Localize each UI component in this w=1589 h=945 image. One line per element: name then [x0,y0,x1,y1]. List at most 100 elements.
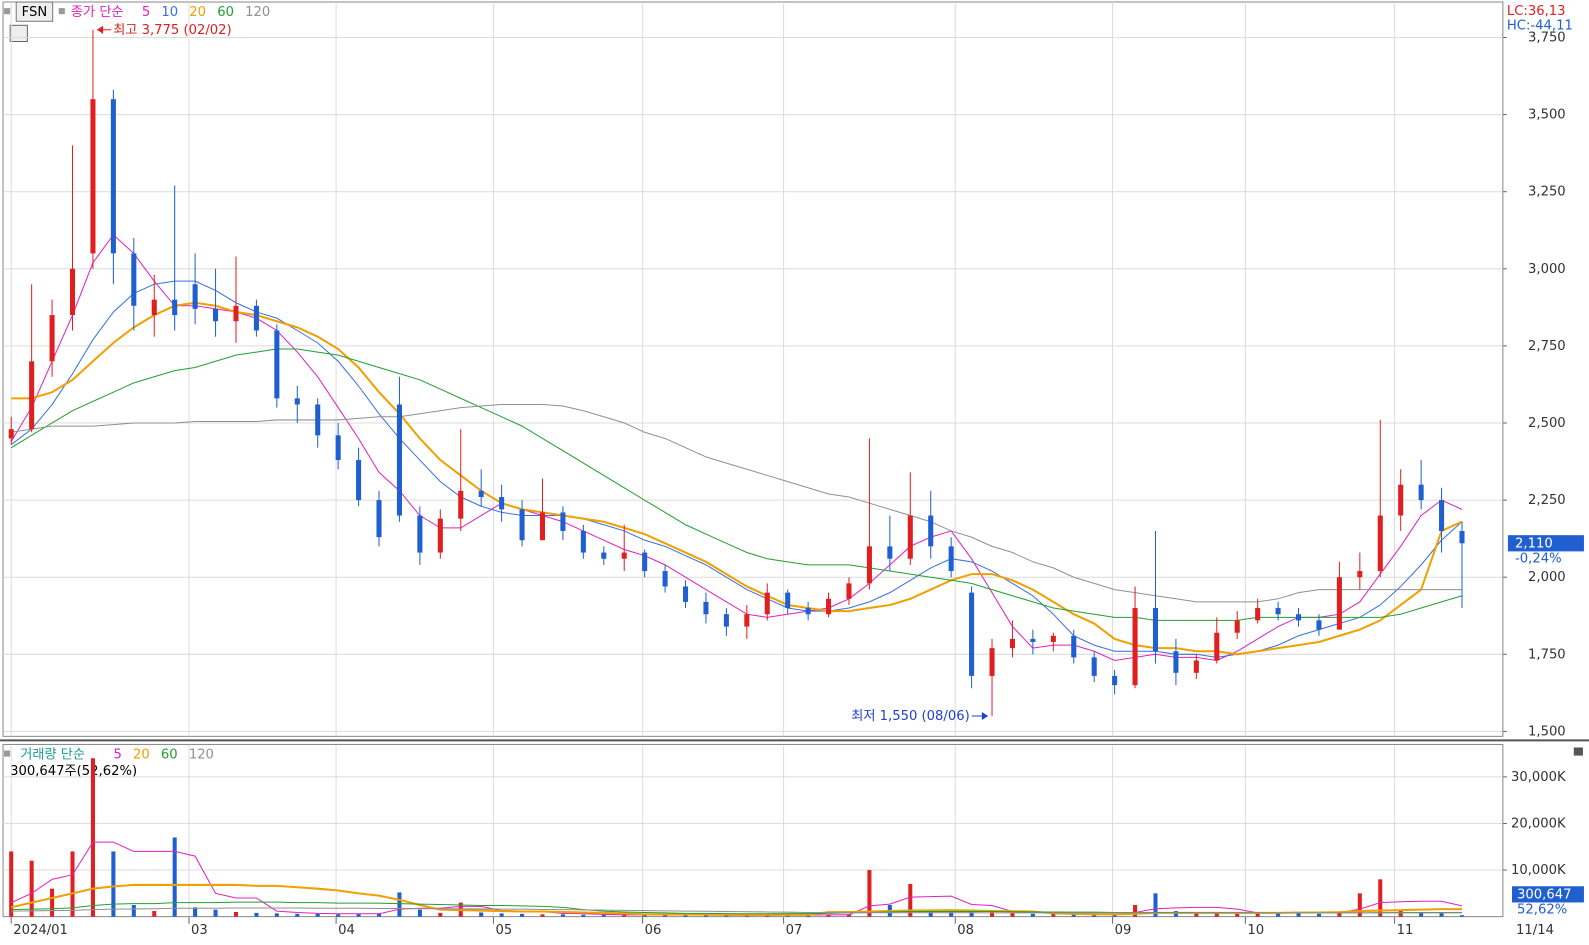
volume-bar [1439,912,1444,917]
candle-body [1398,484,1404,516]
legend-entry: 60 [217,5,234,20]
candle-body [969,592,975,676]
candle-body [1255,608,1261,621]
candle-body [376,500,382,538]
x-tick-label: 08 [957,923,974,938]
volume-bar [274,913,279,917]
candle-body [1132,608,1138,686]
legend-entry: 20 [189,5,206,20]
volume-bar [499,913,504,917]
candle-body [662,571,668,587]
candle-body [1071,635,1077,658]
y-tick-label: 3,500 [1528,108,1566,123]
volume-bar [152,911,157,917]
candle-body [560,512,566,531]
volume-bar [1337,911,1342,917]
candle-body [1316,620,1322,630]
legend-label: 거래량 단순 [20,747,85,763]
y-tick-label: 2,000 [1528,570,1566,585]
volume-bar [581,914,586,917]
legend-entry: 20 [133,748,150,763]
candle-body [1050,635,1056,642]
candle-body [233,305,239,322]
volume-panel [2,743,1504,918]
volume-bar [50,888,55,917]
annotation: 최저 1,550 (08/06) [851,708,969,724]
volume-bar [1010,912,1015,917]
x-tick-label: 04 [338,923,355,938]
x-tick-label: 11 [1397,923,1414,938]
volume-bar [111,851,116,917]
volume-bar [683,915,688,917]
legend-icon [4,750,11,757]
y-tick-label: 1,750 [1528,647,1566,662]
volume-bar [1071,914,1076,917]
candle-body [785,592,791,609]
volume-bar [1276,912,1281,917]
candle-body [539,512,546,541]
lc-label: LC:36,13 [1507,4,1566,19]
y-tick-label: 30,000K [1511,770,1566,785]
candle-body [948,546,954,572]
symbol: FSN [22,5,48,20]
legend-entry: 5 [142,5,150,20]
volume-bar [438,912,443,917]
volume-bar [1255,911,1260,917]
volume-bar [479,912,484,917]
y-tick-label: 3,000 [1528,262,1566,277]
end-date-label: 11/14 [1516,923,1554,938]
volume-text: 300,647주(52,62%) [10,764,137,779]
candle-body [642,552,648,572]
x-tick-label: 2024/01 [13,923,68,938]
volume-bar [1092,914,1097,917]
candle-body [887,546,893,559]
candle-body [315,404,321,436]
candle-body [1030,638,1036,642]
volume-bar [1112,914,1117,917]
volume-bar [1459,915,1465,917]
legend-label: 종가 단순 [71,4,124,20]
volume-bar [172,837,177,917]
symbol-box[interactable] [15,1,54,22]
volume-bar [1194,912,1199,917]
volume-bar [989,911,995,917]
volume-bar [867,870,872,917]
volume-bar [336,914,341,917]
legend-entry: 60 [161,748,178,763]
y-tick-label: 1,500 [1528,724,1566,739]
volume-bar [1235,913,1240,917]
legend-entry: 120 [189,748,214,763]
volume-bar [642,915,647,917]
table-button[interactable] [9,24,28,43]
candle-body [826,598,832,615]
close-button[interactable] [1573,747,1583,756]
x-tick-label: 05 [495,923,512,938]
volume-bar [949,911,954,917]
volume-bar [29,860,34,917]
candle-body [151,299,157,316]
volume-bar [295,913,300,917]
volume-bar [193,907,198,917]
candle-body [1234,620,1240,633]
volume-bar [90,758,95,917]
candle-body [621,552,627,559]
volume-bar [601,914,606,917]
candle-body [294,398,300,405]
candle-body [458,490,464,519]
candle-body [723,614,729,627]
volume-bar [356,913,361,917]
volume-bar [1296,913,1301,917]
candle-body [1173,651,1179,673]
candle-body [519,509,525,541]
volume-bar [254,912,259,917]
candle-body [989,648,995,676]
x-tick-label: 10 [1247,923,1264,938]
volume-bar [1051,913,1056,917]
y-tick-label: 3,250 [1528,185,1566,200]
volume-bar [663,915,668,917]
candle-body [1357,571,1363,578]
volume-bar [1030,913,1035,917]
candle-body [601,552,607,559]
